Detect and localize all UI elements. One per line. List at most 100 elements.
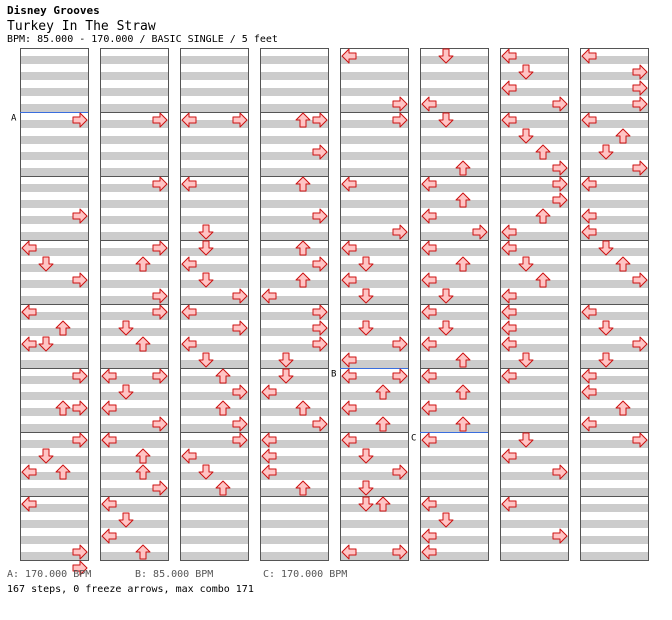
beat-stripe xyxy=(180,184,248,192)
down-arrow-icon xyxy=(198,240,214,256)
beat-stripe xyxy=(580,56,648,64)
left-arrow-icon xyxy=(501,496,517,512)
beat-stripe xyxy=(20,104,88,112)
left-arrow-icon xyxy=(341,272,357,288)
up-arrow-icon xyxy=(615,256,631,272)
beat-stripe xyxy=(180,424,248,432)
left-arrow-icon xyxy=(501,112,517,128)
right-arrow-icon xyxy=(72,544,88,560)
beat-stripe xyxy=(500,248,568,256)
beat-stripe xyxy=(340,296,408,304)
beat-stripe xyxy=(180,232,248,240)
right-arrow-icon xyxy=(312,256,328,272)
beat-stripe xyxy=(100,312,168,320)
beat-stripe xyxy=(20,392,88,400)
beat-stripe xyxy=(260,504,328,512)
beat-stripe xyxy=(580,248,648,256)
beat-stripe xyxy=(180,200,248,208)
down-arrow-icon xyxy=(438,320,454,336)
beat-stripe xyxy=(100,296,168,304)
down-arrow-icon xyxy=(358,480,374,496)
beat-stripe xyxy=(340,264,408,272)
beat-stripe xyxy=(20,312,88,320)
beat-stripe xyxy=(420,392,488,400)
left-arrow-icon xyxy=(101,528,117,544)
beat-stripe xyxy=(180,360,248,368)
beat-stripe xyxy=(260,248,328,256)
beat-stripe xyxy=(580,312,648,320)
up-arrow-icon xyxy=(455,256,471,272)
beat-stripe xyxy=(260,328,328,336)
beat-stripe xyxy=(420,312,488,320)
beat-stripe xyxy=(340,200,408,208)
right-arrow-icon xyxy=(552,160,568,176)
right-arrow-icon xyxy=(312,144,328,160)
beat-stripe xyxy=(20,520,88,528)
beat-stripe xyxy=(100,104,168,112)
beat-stripe xyxy=(420,136,488,144)
right-arrow-icon xyxy=(72,112,88,128)
beat-stripe xyxy=(420,264,488,272)
up-arrow-icon xyxy=(295,240,311,256)
beat-stripe xyxy=(180,280,248,288)
beat-stripe xyxy=(420,120,488,128)
right-arrow-icon xyxy=(632,64,648,80)
up-arrow-icon xyxy=(295,176,311,192)
beat-stripe xyxy=(20,552,88,560)
beat-stripe xyxy=(180,504,248,512)
beat-stripe xyxy=(180,392,248,400)
beat-stripe xyxy=(100,520,168,528)
left-arrow-icon xyxy=(181,336,197,352)
left-arrow-icon xyxy=(501,304,517,320)
beat-stripe xyxy=(100,360,168,368)
right-arrow-icon xyxy=(392,544,408,560)
beat-stripe xyxy=(420,376,488,384)
right-arrow-icon xyxy=(232,384,248,400)
left-arrow-icon xyxy=(21,464,37,480)
beat-stripe xyxy=(420,520,488,528)
left-arrow-icon xyxy=(421,304,437,320)
beat-stripe xyxy=(260,152,328,160)
right-arrow-icon xyxy=(72,272,88,288)
beat-stripe xyxy=(580,232,648,240)
right-arrow-icon xyxy=(72,208,88,224)
beat-stripe xyxy=(20,216,88,224)
beat-stripe xyxy=(500,424,568,432)
right-arrow-icon xyxy=(632,160,648,176)
beat-stripe xyxy=(420,504,488,512)
up-arrow-icon xyxy=(455,192,471,208)
down-arrow-icon xyxy=(38,448,54,464)
left-arrow-icon xyxy=(261,288,277,304)
beat-stripe xyxy=(420,280,488,288)
song-title: Turkey In The Straw xyxy=(7,19,156,34)
left-arrow-icon xyxy=(261,448,277,464)
beat-stripe xyxy=(20,152,88,160)
down-arrow-icon xyxy=(38,336,54,352)
left-arrow-icon xyxy=(501,336,517,352)
left-arrow-icon xyxy=(421,272,437,288)
beat-stripe xyxy=(20,280,88,288)
beat-stripe xyxy=(420,328,488,336)
beat-stripe xyxy=(340,392,408,400)
beat-stripe xyxy=(260,424,328,432)
beat-stripe xyxy=(20,168,88,176)
beat-stripe xyxy=(180,440,248,448)
beat-stripe xyxy=(420,360,488,368)
beat-stripe xyxy=(180,488,248,496)
right-arrow-icon xyxy=(152,304,168,320)
beat-stripe xyxy=(500,200,568,208)
beat-stripe xyxy=(100,328,168,336)
up-arrow-icon xyxy=(135,464,151,480)
beat-stripe xyxy=(580,392,648,400)
up-arrow-icon xyxy=(135,544,151,560)
right-arrow-icon xyxy=(232,288,248,304)
beat-stripe xyxy=(580,408,648,416)
up-arrow-icon xyxy=(375,496,391,512)
beat-stripe xyxy=(20,536,88,544)
down-arrow-icon xyxy=(118,512,134,528)
down-arrow-icon xyxy=(518,256,534,272)
beat-stripe xyxy=(420,296,488,304)
beat-stripe xyxy=(100,488,168,496)
beat-stripe xyxy=(500,120,568,128)
